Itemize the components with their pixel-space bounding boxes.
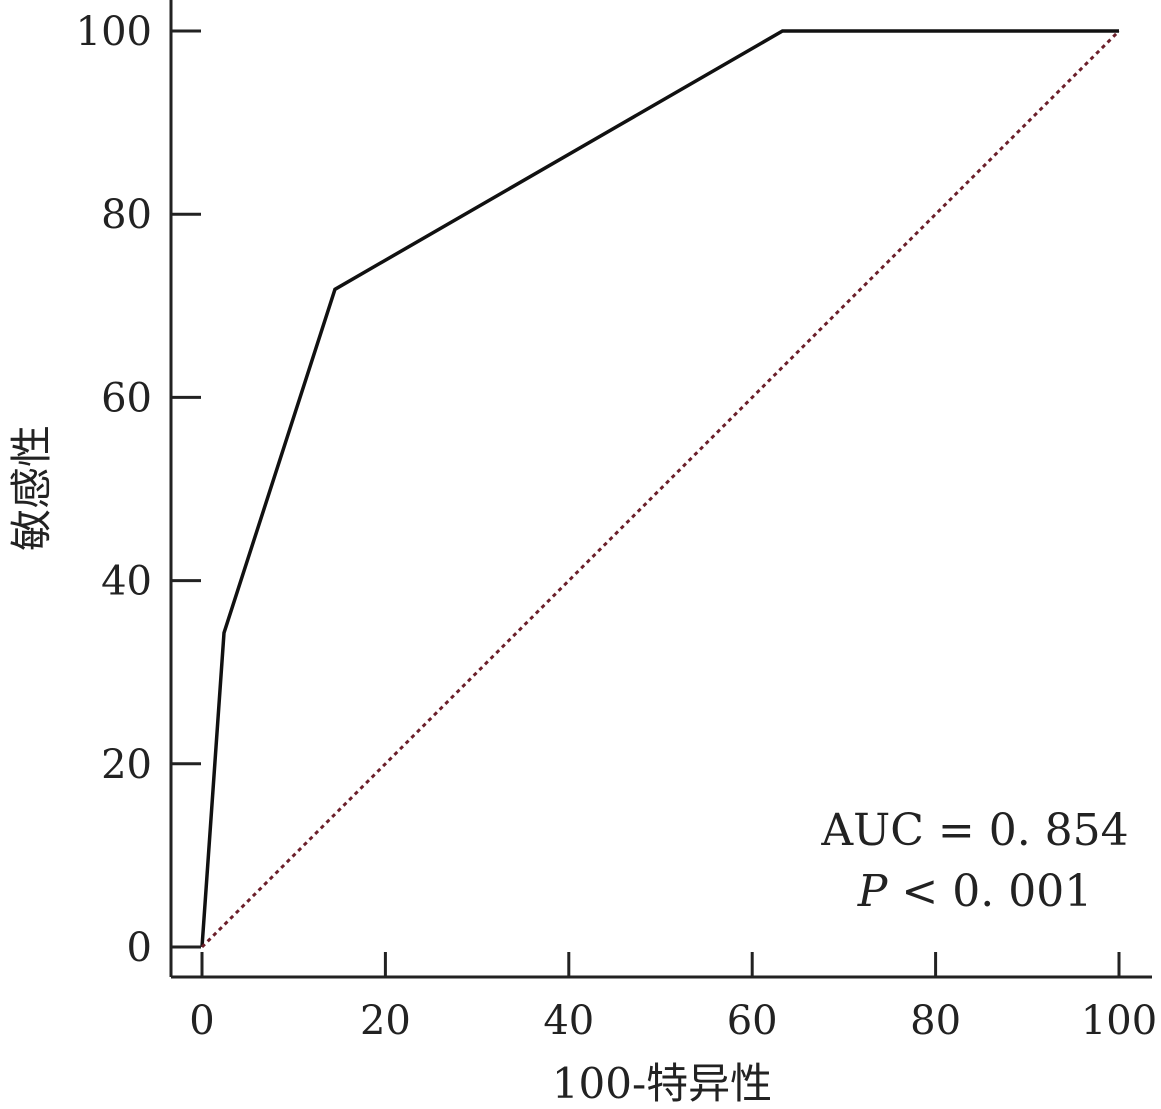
y-tick-label: 100 [76, 9, 152, 55]
p-symbol: P [857, 866, 889, 917]
roc-curve-line [200, 29, 1119, 948]
x-tick-label: 0 [189, 998, 214, 1044]
p-value-text: < 0. 001 [887, 866, 1092, 917]
auc-annotation: AUC = 0. 854 [820, 805, 1128, 856]
x-tick-label: 80 [910, 998, 961, 1044]
y-tick-label: 20 [101, 742, 152, 788]
p-value-annotation: P < 0. 001 [857, 866, 1092, 917]
x-axis-ticks: 0 20 40 60 80 100 [189, 952, 1157, 1044]
series-layer [200, 29, 1121, 949]
y-tick-label: 0 [127, 925, 152, 971]
y-tick-label: 40 [101, 559, 152, 605]
y-axis-ticks: 0 20 40 60 80 100 [76, 9, 201, 971]
reference-diagonal-line [200, 29, 1121, 949]
y-axis-title: 敏感性 [7, 425, 56, 551]
x-tick-label: 60 [727, 998, 778, 1044]
x-tick-label: 40 [543, 998, 594, 1044]
x-tick-label: 100 [1081, 998, 1157, 1044]
x-axis-title: 100-特异性 [552, 1059, 772, 1108]
y-tick-label: 60 [101, 375, 152, 421]
x-tick-label: 20 [360, 998, 411, 1044]
y-tick-label: 80 [101, 192, 152, 238]
